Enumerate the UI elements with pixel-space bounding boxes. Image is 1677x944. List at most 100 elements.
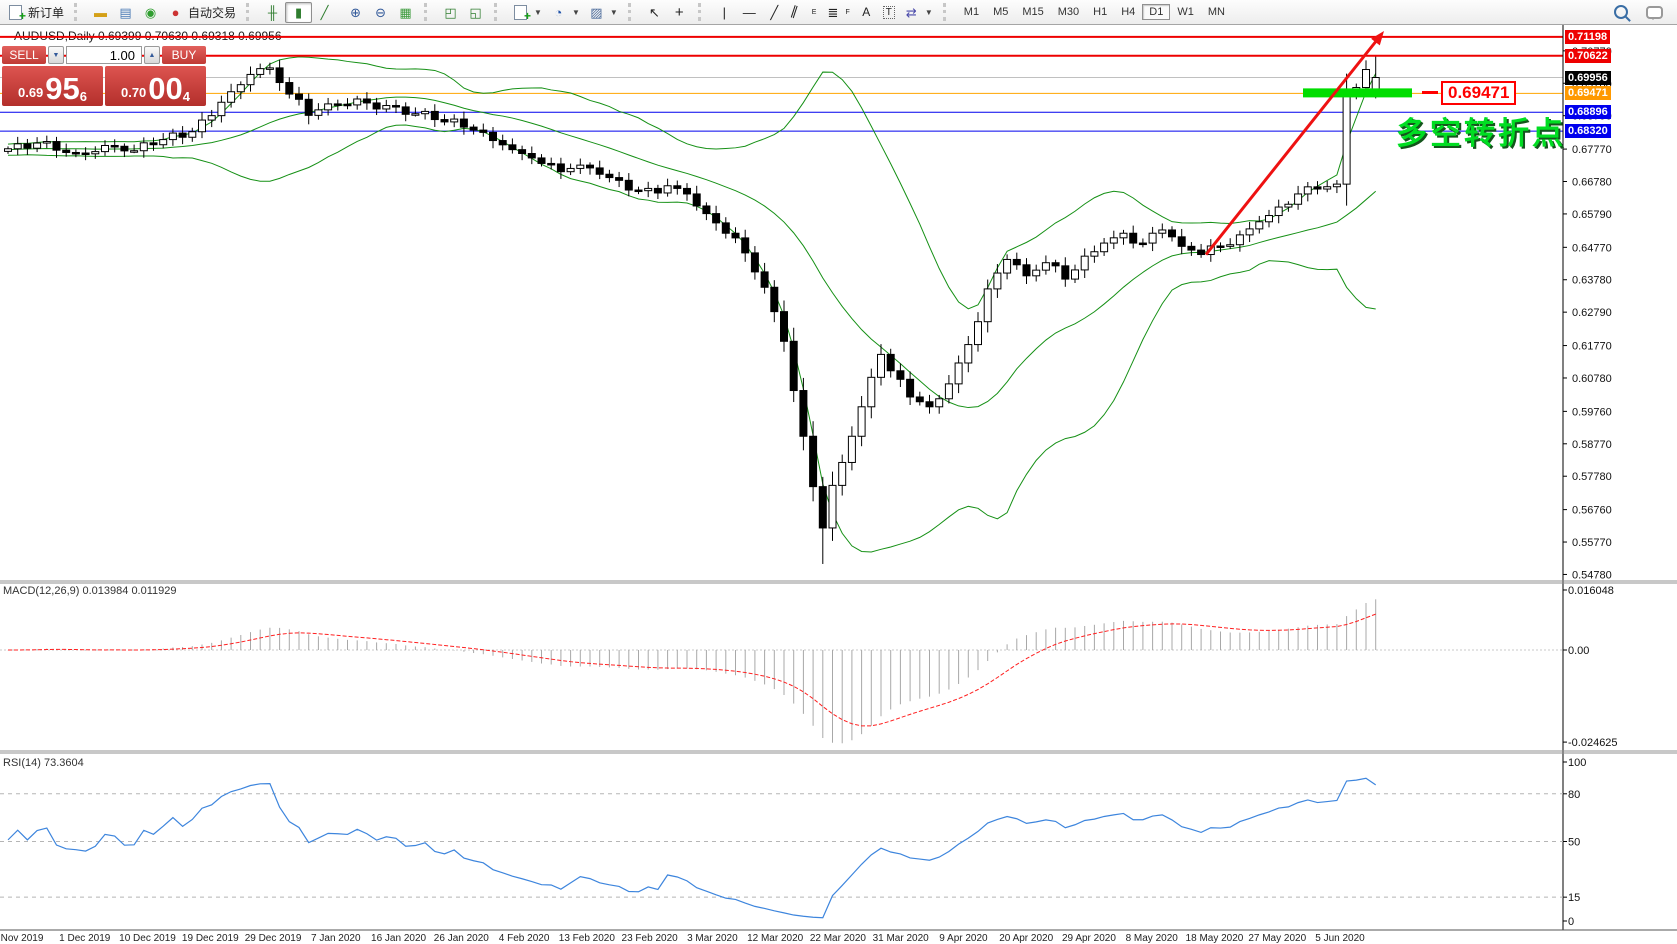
text-button[interactable]: A bbox=[854, 3, 879, 22]
support-highlight-bar[interactable] bbox=[1303, 88, 1412, 98]
price-tag-0.68896: 0.68896 bbox=[1565, 105, 1611, 120]
search-button[interactable] bbox=[1610, 4, 1632, 20]
timeframe-M5[interactable]: M5 bbox=[993, 6, 1009, 18]
chat-button[interactable] bbox=[1642, 5, 1667, 20]
chat-icon bbox=[1646, 5, 1663, 20]
add-indicator-button[interactable]: ▼ bbox=[508, 3, 546, 25]
trend-arrow-line[interactable] bbox=[1204, 39, 1379, 256]
candle bbox=[362, 98, 371, 104]
periods-button[interactable]: ◔ ▼ bbox=[546, 3, 584, 22]
arrange-vertical-icon: ◱ bbox=[469, 4, 482, 20]
template-icon: ▨ bbox=[590, 4, 603, 20]
timeframe-MN[interactable]: MN bbox=[1207, 6, 1225, 18]
date-label: 23 Feb 2020 bbox=[622, 933, 679, 944]
candle bbox=[353, 98, 362, 106]
equidistant-channel-button[interactable]: ∥ E bbox=[787, 2, 821, 22]
candle bbox=[925, 401, 934, 408]
candle bbox=[440, 119, 449, 123]
candle bbox=[469, 126, 478, 131]
zoom-in-button[interactable]: ⊕ bbox=[343, 3, 368, 22]
candle bbox=[120, 145, 129, 152]
candle bbox=[576, 164, 585, 169]
candlestick-chart-button[interactable]: ▮ bbox=[285, 1, 313, 23]
candle bbox=[1187, 245, 1196, 251]
candle bbox=[1294, 193, 1303, 205]
buy-price-button[interactable]: 0.70 00 4 bbox=[105, 66, 206, 106]
template-button[interactable]: ▨ ▼ bbox=[584, 3, 622, 22]
new-order-button[interactable]: 新订单 bbox=[3, 3, 68, 25]
candle bbox=[1041, 262, 1050, 271]
sell-price-pip: 6 bbox=[79, 89, 88, 104]
one-click-trade-panel: SELL ▼ 1.00 ▲ BUY 0.69 95 6 0.70 00 4 bbox=[2, 46, 206, 106]
candle bbox=[285, 82, 294, 95]
candle bbox=[760, 271, 769, 288]
candle bbox=[644, 187, 653, 192]
zoom-out-button[interactable]: ⊖ bbox=[368, 3, 393, 22]
signals-icon: ◉ bbox=[144, 4, 157, 20]
candle bbox=[828, 484, 837, 529]
sell-button[interactable]: SELL bbox=[2, 46, 46, 64]
vertical-line-button[interactable]: | bbox=[712, 3, 737, 22]
candle bbox=[964, 344, 973, 364]
chart-annotation-text[interactable]: 多空转折点 bbox=[1396, 116, 1566, 151]
crosshair-button[interactable]: + bbox=[667, 3, 692, 22]
volume-input[interactable]: 1.00 bbox=[66, 46, 142, 64]
new-order-label: 新订单 bbox=[28, 5, 65, 20]
candle bbox=[906, 378, 915, 398]
candle bbox=[1284, 203, 1293, 208]
timeframe-W1[interactable]: W1 bbox=[1177, 6, 1194, 18]
toolbar: 新订单 ▬ ▤ ◉ ● 自动交易 ╫ ▮ ╱ ⊕ ⊖ ▦ ◰ ◱ bbox=[0, 0, 1677, 25]
buy-button[interactable]: BUY bbox=[162, 46, 206, 64]
axis-tick-label: 0.58770 bbox=[1572, 439, 1612, 451]
candle bbox=[401, 106, 410, 115]
timeframe-D1[interactable]: D1 bbox=[1142, 4, 1171, 20]
price-callout-label[interactable]: 0.69471 bbox=[1441, 81, 1517, 105]
candle bbox=[459, 118, 468, 128]
axis-tick-label: 0.54780 bbox=[1572, 569, 1612, 581]
timeframe-M15[interactable]: M15 bbox=[1022, 6, 1044, 18]
candle bbox=[586, 164, 594, 169]
axis-tick-label: 0.66780 bbox=[1572, 177, 1612, 189]
price-tag-0.70622: 0.70622 bbox=[1565, 48, 1611, 63]
line-chart-button[interactable]: ╱ bbox=[312, 3, 337, 22]
text-label-button[interactable]: T bbox=[879, 5, 899, 20]
gold-icon: ▬ bbox=[94, 4, 108, 20]
market-depth-button[interactable]: ▤ bbox=[113, 3, 138, 22]
bar-chart-button[interactable]: ╫ bbox=[260, 3, 285, 22]
signals-button[interactable]: ◉ bbox=[138, 3, 163, 22]
candle bbox=[1090, 251, 1099, 257]
arrange-vertical-button[interactable]: ◱ bbox=[463, 3, 488, 22]
axis-tick-label: 0.60780 bbox=[1572, 373, 1612, 385]
trendline-button[interactable]: ╱ bbox=[762, 3, 787, 22]
date-label: 16 Jan 2020 bbox=[371, 933, 426, 944]
candle bbox=[1362, 69, 1370, 89]
timeframe-M30[interactable]: M30 bbox=[1057, 6, 1080, 18]
zoom-in-icon: ⊕ bbox=[350, 4, 361, 20]
fibonacci-button[interactable]: ≣ F bbox=[820, 3, 853, 22]
autotrade-button[interactable]: ● 自动交易 bbox=[163, 3, 240, 22]
tile-windows-button[interactable]: ▦ bbox=[393, 3, 418, 22]
candle bbox=[935, 398, 944, 408]
date-label: 12 Mar 2020 bbox=[747, 933, 804, 944]
candle bbox=[4, 148, 12, 152]
tile-windows-icon: ▦ bbox=[399, 4, 412, 20]
gold-button[interactable]: ▬ bbox=[88, 3, 113, 22]
timeframe-H1[interactable]: H1 bbox=[1093, 6, 1108, 18]
caret-down-icon: ▼ bbox=[924, 7, 933, 17]
candle bbox=[430, 110, 439, 121]
cursor-button[interactable]: ↖ bbox=[642, 3, 667, 22]
timeframe-H4[interactable]: H4 bbox=[1121, 6, 1136, 18]
volume-down-spinner[interactable]: ▼ bbox=[48, 46, 64, 64]
timeframe-M1[interactable]: M1 bbox=[963, 6, 980, 18]
candle bbox=[673, 185, 682, 189]
candles-layer bbox=[4, 55, 1380, 564]
candle bbox=[770, 286, 779, 313]
macd-label: MACD(12,26,9) 0.013984 0.011929 bbox=[3, 585, 177, 597]
horizontal-line-button[interactable]: — bbox=[737, 3, 762, 22]
candle bbox=[818, 486, 827, 529]
sell-price-button[interactable]: 0.69 95 6 bbox=[2, 66, 103, 106]
arrange-horizontal-button[interactable]: ◰ bbox=[438, 3, 463, 22]
arrows-button[interactable]: ⇄ ▼ bbox=[899, 3, 937, 22]
volume-up-spinner[interactable]: ▲ bbox=[144, 46, 160, 64]
